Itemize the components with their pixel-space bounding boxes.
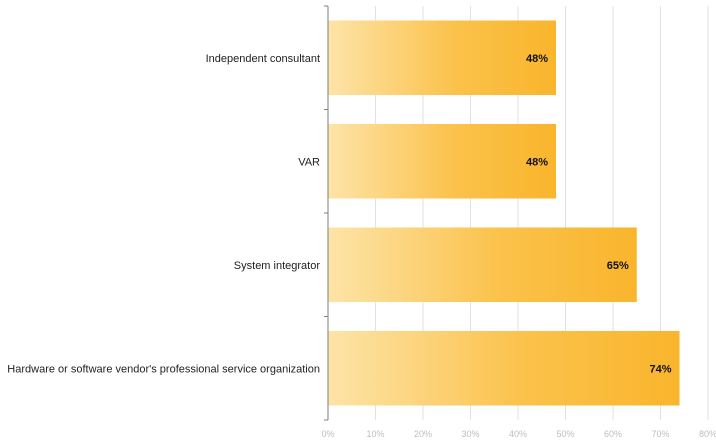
bar — [328, 227, 637, 303]
x-tick-label: 30% — [461, 429, 479, 439]
value-label: 48% — [526, 156, 548, 168]
category-label: Hardware or software vendor's profession… — [7, 363, 320, 375]
x-tick-label: 80% — [699, 429, 716, 439]
category-label: Independent consultant — [206, 53, 320, 65]
y-axis — [324, 5, 329, 421]
x-tick-label: 60% — [604, 429, 622, 439]
x-tick-label: 0% — [321, 429, 334, 439]
bars — [328, 20, 680, 406]
bar — [328, 123, 556, 199]
x-tick-label: 70% — [651, 429, 669, 439]
value-label: 74% — [649, 363, 671, 375]
value-label: 65% — [607, 260, 629, 272]
x-tick-label: 20% — [414, 429, 432, 439]
category-label: System integrator — [234, 260, 321, 272]
x-tick-label: 10% — [366, 429, 384, 439]
x-tick-label: 40% — [509, 429, 527, 439]
x-tick-label: 50% — [556, 429, 574, 439]
labels: 0% 10% 20% 30% 40% 50% 60% 70% 80% Independent co… — [7, 53, 716, 439]
bar — [328, 330, 680, 406]
category-label: VAR — [298, 156, 320, 168]
bar — [328, 20, 556, 96]
value-label: 48% — [526, 53, 548, 65]
